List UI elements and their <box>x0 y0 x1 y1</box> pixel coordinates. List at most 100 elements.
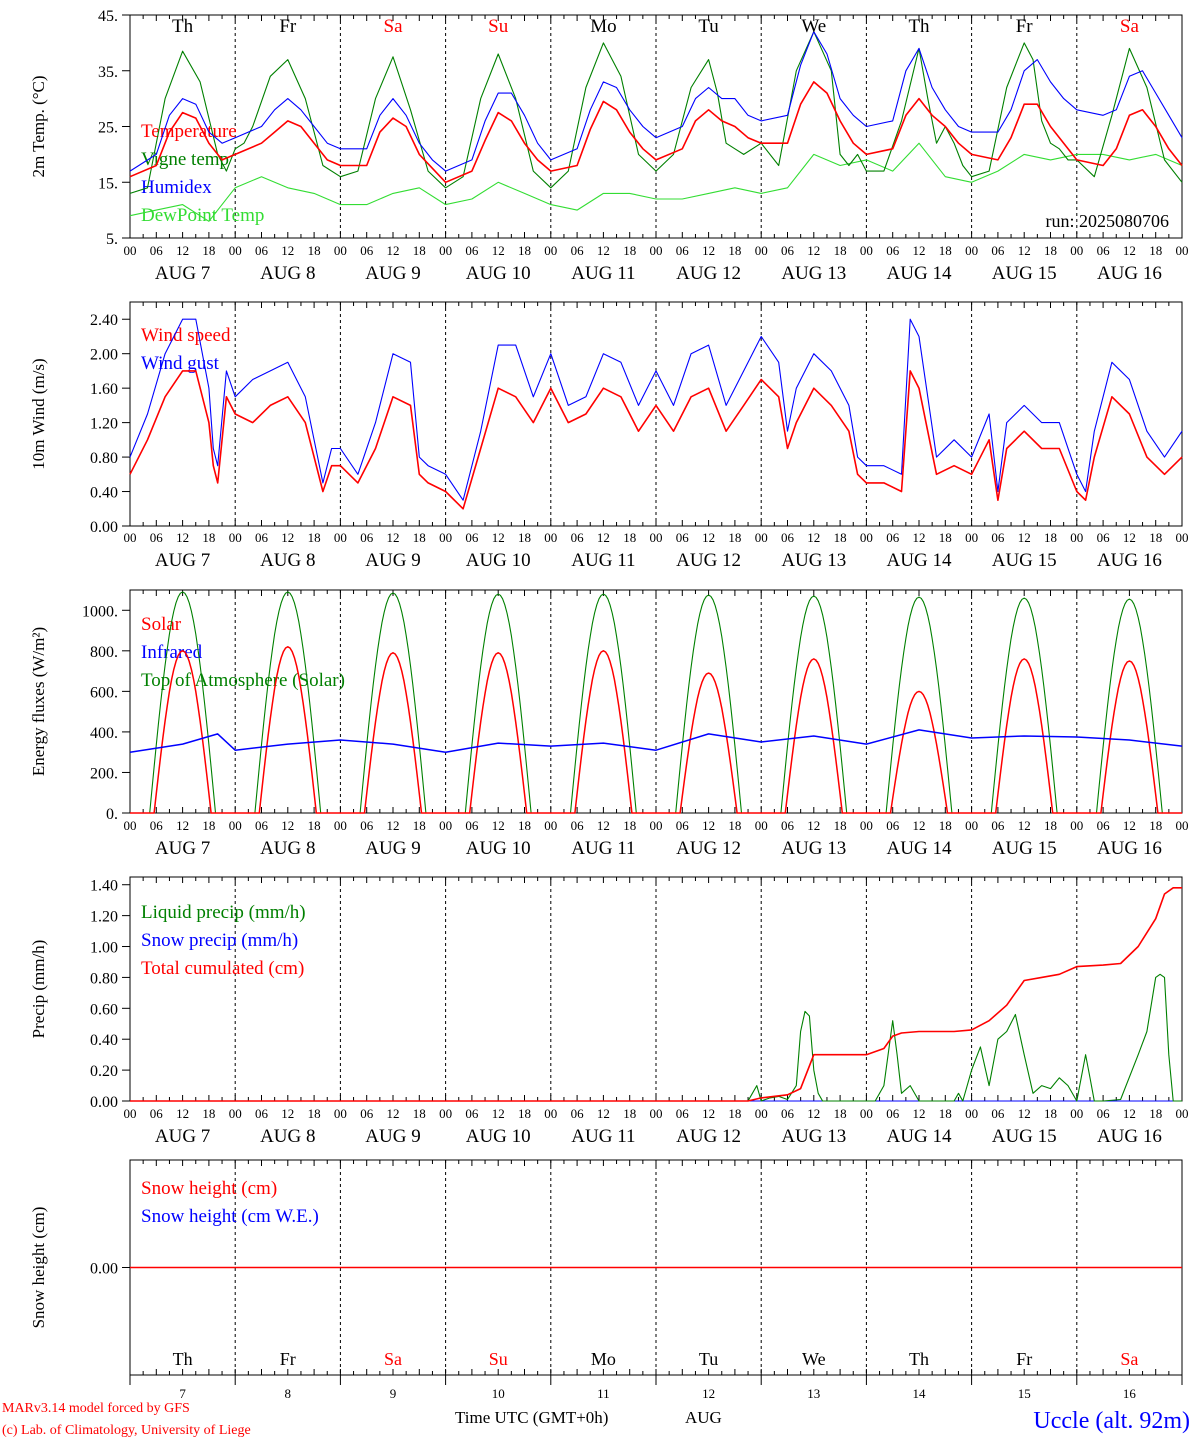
y-tick-label: 0.40 <box>90 485 118 502</box>
date-label: AUG 11 <box>571 1126 635 1147</box>
day-number: 15 <box>1018 1386 1031 1401</box>
day-name: Th <box>172 16 194 37</box>
hour-label: 06 <box>150 818 164 833</box>
date-label: AUG 12 <box>676 550 741 571</box>
model-credit: MARv3.14 model forced by GFS <box>2 1401 190 1416</box>
hour-label: 00 <box>860 818 873 833</box>
series-wind-speed <box>129 370 1183 510</box>
y-tick-label: 0.80 <box>90 970 118 987</box>
date-label: AUG 15 <box>992 838 1057 859</box>
hour-label: 06 <box>781 818 795 833</box>
hour-label: 18 <box>202 530 215 545</box>
y-axis-title: 10m Wind (m/s) <box>29 358 48 469</box>
y-tick-label: 1.60 <box>90 381 118 398</box>
hour-label: 00 <box>965 818 978 833</box>
run-label: run: 2025080706 <box>1046 211 1170 231</box>
series-dewpoint-temp <box>129 142 1183 222</box>
hour-label: 06 <box>465 243 479 258</box>
hour-label: 12 <box>492 530 505 545</box>
hour-label: 00 <box>1070 1106 1083 1121</box>
hour-label: 18 <box>623 818 636 833</box>
hour-label: 18 <box>202 243 215 258</box>
hour-label: 06 <box>1097 530 1111 545</box>
y-tick-label: 0.40 <box>90 1032 118 1049</box>
date-label: AUG 14 <box>887 550 952 571</box>
station-label: Uccle (alt. 92m) <box>1033 1408 1190 1434</box>
hour-label: 00 <box>544 818 557 833</box>
day-name: Th <box>908 16 930 37</box>
plot-frame <box>129 589 1183 814</box>
month-label: AUG <box>685 1408 722 1427</box>
day-name: We <box>801 16 826 37</box>
panel-2: 0.00 0.40 0.80 1.20 1.60 2.00 2.40 10m Wind (m/… <box>29 301 1183 536</box>
hour-label: 12 <box>913 530 926 545</box>
legend-entry: Total cumulated (cm) <box>141 958 304 979</box>
day-name-bottom: Tu <box>699 1349 718 1369</box>
date-label: AUG 12 <box>676 1126 741 1147</box>
date-label: AUG 13 <box>781 550 846 571</box>
date-label: AUG 16 <box>1097 838 1162 859</box>
hour-label: 18 <box>1044 818 1057 833</box>
hour-label: 06 <box>886 818 900 833</box>
legend-entry: Snow height (cm W.E.) <box>141 1206 319 1227</box>
hour-label: 12 <box>913 243 926 258</box>
hour-label: 00 <box>544 1106 557 1121</box>
hour-label: 06 <box>360 530 374 545</box>
hour-label: 18 <box>308 243 321 258</box>
hour-label: 18 <box>202 818 215 833</box>
hour-label: 12 <box>1018 530 1031 545</box>
hour-label: 06 <box>150 530 164 545</box>
hour-label: 00 <box>860 243 873 258</box>
hour-label: 18 <box>623 1106 636 1121</box>
hour-label: 06 <box>465 818 479 833</box>
y-tick-label: 0.00 <box>90 1261 118 1278</box>
day-number: 8 <box>285 1386 292 1401</box>
hour-label: 12 <box>387 1106 400 1121</box>
hour-label: 18 <box>413 818 426 833</box>
y-tick-label: 2.40 <box>90 312 118 329</box>
hour-label: 12 <box>702 530 715 545</box>
date-label: AUG 16 <box>1097 550 1162 571</box>
legend-entry: Liquid precip (mm/h) <box>141 902 306 923</box>
day-name: Sa <box>384 16 404 37</box>
y-tick-label: 0.80 <box>90 450 118 467</box>
hour-label: 18 <box>623 243 636 258</box>
hour-label: 18 <box>413 1106 426 1121</box>
date-label: AUG 11 <box>571 550 635 571</box>
series-infrared <box>129 729 1183 753</box>
time-axis-title: Time UTC (GMT+0h) <box>455 1408 608 1427</box>
hour-label: 12 <box>597 530 610 545</box>
y-tick-label: 600. <box>90 684 118 701</box>
hour-label: 06 <box>991 818 1005 833</box>
date-label: AUG 14 <box>887 1126 952 1147</box>
hour-label: 06 <box>1097 818 1111 833</box>
date-label: AUG 8 <box>260 550 315 571</box>
hour-label: 00 <box>755 530 768 545</box>
hour-label: 00 <box>650 818 663 833</box>
date-label: AUG 9 <box>365 550 420 571</box>
hour-label: 12 <box>492 243 505 258</box>
hour-label: 12 <box>176 818 189 833</box>
date-label: AUG 15 <box>992 1126 1057 1147</box>
y-tick-label: 0.20 <box>90 1063 118 1080</box>
hour-label: 12 <box>1018 1106 1031 1121</box>
date-label: AUG 10 <box>466 1126 531 1147</box>
hour-label: 00 <box>439 1106 452 1121</box>
hour-label: 12 <box>1123 818 1136 833</box>
hour-label: 00 <box>229 530 242 545</box>
time-axis-3: 00 06 12 18 00 06 12 18 00 06 12 18 00 06 12 18 00 06 12 18… <box>124 818 1189 859</box>
hour-label: 12 <box>807 243 820 258</box>
hour-label: 18 <box>939 530 952 545</box>
hour-label: 18 <box>623 530 636 545</box>
y-tick-label: 1.20 <box>90 416 118 433</box>
hour-label: 18 <box>834 1106 847 1121</box>
hour-label: 18 <box>1149 1106 1162 1121</box>
date-label: AUG 7 <box>155 838 210 859</box>
hour-label: 18 <box>413 530 426 545</box>
hour-label: 12 <box>807 1106 820 1121</box>
day-name-bottom: Fr <box>280 1349 296 1369</box>
hour-label: 06 <box>676 1106 690 1121</box>
date-label: AUG 15 <box>992 263 1057 284</box>
hour-label: 06 <box>781 1106 795 1121</box>
y-tick-label: 5. <box>106 231 118 248</box>
